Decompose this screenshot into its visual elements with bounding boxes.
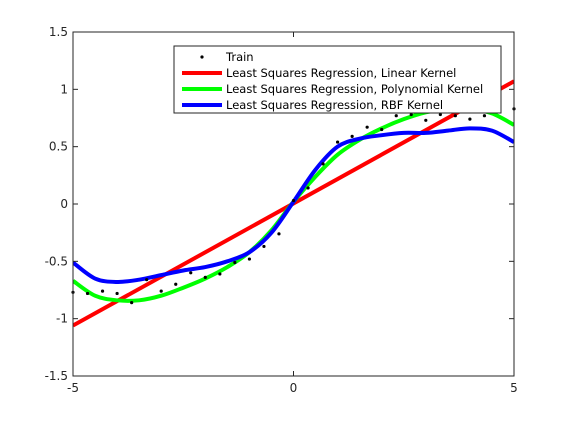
train-point — [306, 186, 310, 190]
legend-train-marker — [200, 55, 204, 59]
y-tick-label: 0.5 — [49, 140, 68, 154]
train-point — [438, 112, 442, 117]
y-tick-label: -1 — [56, 312, 68, 326]
train-point — [291, 198, 296, 203]
axes: -5 0 5 -1.5 -1 -0.5 0 0.5 1 1.5 — [45, 25, 518, 395]
train-point — [203, 275, 207, 279]
train-point — [159, 289, 163, 293]
legend-label-linear: Least Squares Regression, Linear Kernel — [226, 66, 456, 80]
x-tick-label: 5 — [510, 381, 518, 395]
train-points — [71, 106, 516, 305]
train-point — [130, 301, 134, 305]
train-point — [145, 278, 149, 282]
train-point — [394, 114, 398, 118]
x-tick-label: -5 — [67, 381, 79, 395]
train-point — [453, 114, 457, 118]
train-point — [424, 118, 428, 122]
train-point — [218, 272, 222, 276]
legend-label-polynomial: Least Squares Regression, Polynomial Ker… — [226, 82, 483, 96]
train-point — [482, 114, 487, 118]
legend-box — [173, 45, 502, 114]
y-tick-label: -0.5 — [45, 254, 68, 268]
train-point — [174, 282, 178, 286]
legend: Train Least Squares Regression, Linear Ke… — [173, 45, 502, 114]
train-point — [262, 244, 266, 249]
train-point — [336, 140, 340, 144]
train-point — [85, 291, 90, 296]
train-point — [380, 127, 384, 132]
y-tick-label: -1.5 — [45, 369, 68, 383]
y-tick-label: 1.5 — [49, 25, 68, 39]
train-point — [100, 289, 105, 293]
train-point — [233, 260, 237, 265]
train-point — [115, 291, 119, 296]
legend-label-train: Train — [225, 50, 254, 64]
x-tick-label: 0 — [290, 381, 298, 395]
train-point — [409, 112, 413, 117]
train-point — [189, 271, 193, 275]
train-point — [365, 125, 369, 129]
train-point — [247, 257, 251, 261]
train-point — [277, 232, 281, 236]
legend-label-rbf: Least Squares Regression, RBF Kernel — [226, 98, 443, 112]
train-point — [321, 162, 325, 166]
y-tick-label: 1 — [60, 82, 68, 96]
train-point — [350, 134, 354, 138]
y-tick-label: 0 — [60, 197, 68, 211]
train-point — [468, 117, 472, 121]
